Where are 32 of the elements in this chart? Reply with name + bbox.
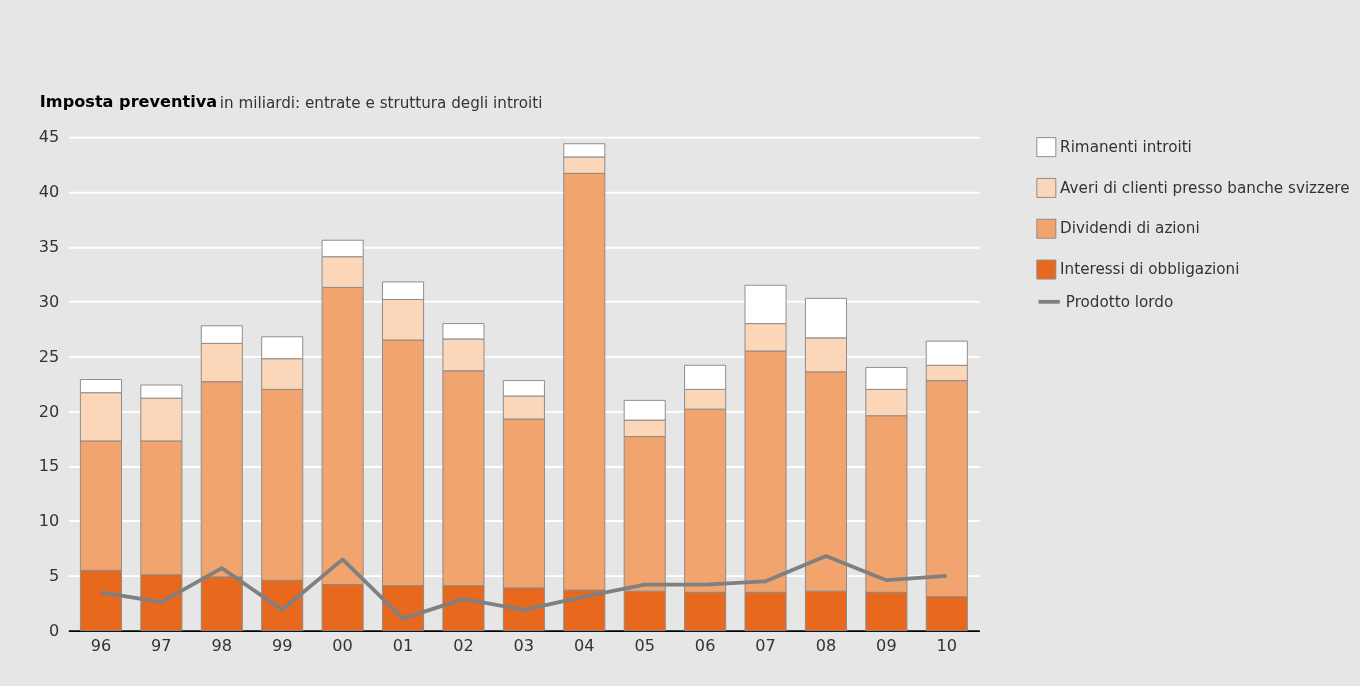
x-tick-label: 00 [332, 636, 353, 656]
x-tick-label: 98 [211, 636, 233, 656]
x-tick-label: 07 [755, 636, 776, 656]
x-tick-label: 99 [271, 636, 293, 656]
legend-label: Dividendi di azioni [1060, 219, 1200, 238]
y-tick-label: 45 [38, 127, 60, 147]
legend-label: Interessi di obbligazioni [1060, 260, 1240, 279]
x-tick-label: 06 [694, 636, 716, 656]
y-tick-label: 15 [38, 456, 60, 476]
y-tick-label: 25 [38, 346, 60, 366]
y-tick-label: 5 [49, 566, 60, 586]
x-tick-label: 02 [453, 636, 474, 656]
x-tick-label: 97 [151, 636, 172, 656]
legend-label: Rimanenti introiti [1060, 137, 1192, 156]
chart-title: Imposta preventiva [39, 91, 218, 111]
x-tick-label: 10 [936, 636, 958, 656]
x-tick-label: 05 [634, 636, 655, 656]
y-tick-label: 40 [38, 182, 60, 202]
x-tick-label: 03 [513, 636, 535, 656]
x-tick-label: 08 [815, 636, 837, 656]
x-tick-label: 09 [876, 636, 897, 656]
y-tick-label: 10 [38, 511, 60, 531]
chart-subtitle: in miliardi: entrate e struttura degli introiti [219, 93, 543, 112]
y-tick-label: 30 [38, 291, 60, 311]
x-tick-label: 01 [392, 636, 414, 656]
y-tick-label: 35 [38, 237, 60, 257]
x-tick-label: 04 [574, 636, 595, 656]
legend-label: Averi di clienti presso banche svizzere [1060, 178, 1350, 197]
y-tick-label: 0 [49, 620, 60, 640]
legend-label: Prodotto lordo [1065, 292, 1174, 311]
y-tick-label: 20 [38, 401, 60, 421]
x-tick-label: 96 [90, 636, 112, 656]
